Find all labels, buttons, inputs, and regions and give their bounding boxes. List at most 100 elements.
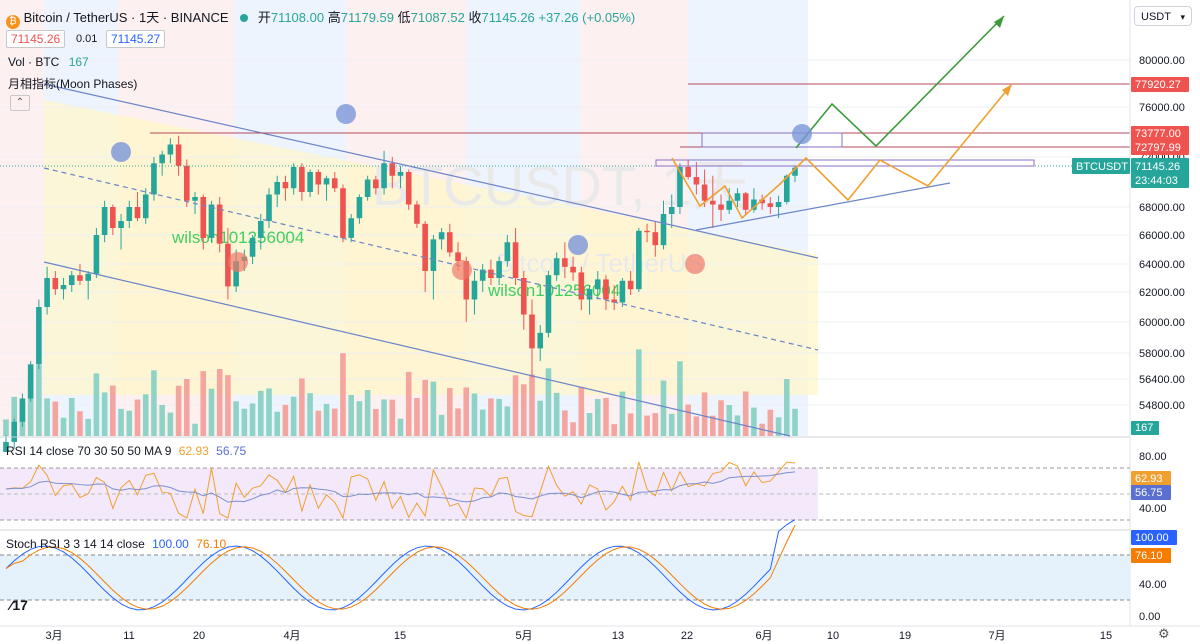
price-badge: 73777.00 [1131,126,1189,141]
buy-button[interactable]: 71145.27 [106,30,166,48]
candle-body [693,177,700,185]
rsi-value: 62.93 [178,444,209,458]
orange-projection [671,83,1013,220]
candle-body [340,188,346,238]
stoch-title: Stoch RSI 3 3 14 14 close [6,537,145,551]
time-tick-label: 15 [1100,630,1112,642]
volume-legend[interactable]: Vol · BTC 167 [8,55,89,69]
time-tick-label: 5月 [515,630,532,642]
candle-body [562,258,568,267]
moon-phase-legend[interactable]: 月相指标(Moon Phases) [8,77,138,91]
stoch-pane [0,519,1130,611]
volume-bar [331,408,338,436]
rsi-legend[interactable]: RSI 14 close 70 30 50 50 MA 9 62.93 56.7… [6,444,246,458]
price-tick-label: 76000.00 [1139,102,1185,114]
currency-select[interactable]: USDT ▾ [1134,6,1192,26]
candle-body [282,182,289,189]
badge-text: 100.00 [1135,532,1169,544]
volume-bar [299,378,305,436]
volume-bar [677,361,683,436]
candle-body [652,232,659,246]
rsi-ma-value: 56.75 [216,444,247,458]
price-tick-label: 62000.00 [1139,287,1185,299]
channel-upper [43,83,819,259]
volume-bar [373,409,379,436]
candle-body [701,184,708,201]
volume-bar [710,415,716,436]
stoch-legend[interactable]: Stoch RSI 3 3 14 14 close 100.00 76.10 [6,537,226,551]
volume-bar [578,386,585,436]
open-value: 71108.00 [270,10,325,25]
price-tick-label: 54800.00 [1139,400,1185,412]
volume-bar [233,401,239,436]
candle-body [381,163,387,189]
candle-body [93,235,100,274]
candle-body [718,204,724,210]
volume-bar [323,403,330,436]
open-label: 开 [257,10,271,25]
candle-body [742,193,749,210]
zone-lower [655,159,1035,167]
badge-bg [1131,158,1189,174]
volume-bar [414,398,420,436]
volume-bar [389,399,396,436]
price-tick-label: 66000.00 [1139,230,1185,242]
moon-phases [111,104,812,280]
rsi-pane [0,461,1130,521]
price-badge: 71145.26 [1131,158,1189,174]
volume-bar [397,418,404,436]
sell-button[interactable]: 71145.26 [6,30,66,48]
tradingview-logo-icon: ⁄17 [10,597,28,613]
candle-body [299,167,305,192]
volume-bar [68,398,75,436]
volume-bar [520,384,527,436]
time-axis[interactable]: 3月 11 20 4月 15 5月 13 22 6月 10 19 7月 15 [45,630,1112,642]
badge-bg [1131,77,1189,92]
symbol-header[interactable]: ₿ Bitcoin / TetherUS · 1天 · BINANCE 开711… [6,7,635,29]
price-badge: BTCUSDT [1072,158,1130,174]
volume-bar [249,403,256,436]
candle-body [438,232,445,240]
candle-body [3,441,9,452]
candle-body [430,239,437,271]
volume-bar [479,409,486,436]
candle-body [594,279,601,290]
volume-bar [175,385,182,436]
candle-body [520,278,527,315]
volume-bar [636,349,642,436]
gear-icon[interactable]: ⚙ [1158,626,1170,641]
badge-text: 167 [1135,422,1153,434]
volume-bar [488,398,494,436]
candle-body [586,289,593,300]
badge-text: 72797.99 [1135,142,1181,154]
collapse-legend-icon[interactable]: ⌃ [10,95,30,111]
candle-body [192,197,198,201]
candle-body [249,237,256,257]
volume-bar [184,379,190,436]
candle-body [68,275,75,285]
volume-bar [192,423,198,436]
candle-body [323,178,330,185]
channel [43,83,951,437]
candle-body [315,172,322,185]
candle-body [660,214,667,246]
volume-bar [257,390,264,436]
volume-bar [471,393,478,436]
badge-bg [1131,173,1189,188]
volume-bar [266,388,272,436]
volume-bar [134,399,141,436]
badge-bg [1131,530,1177,545]
candle-body [60,285,67,290]
badge-text: 76.10 [1135,550,1163,562]
price-badge: 62.93 [1131,471,1171,486]
candle-body [364,179,371,197]
volume-bar [775,417,782,436]
candle-body [126,207,133,221]
candle-body [677,167,683,207]
rsi-title: RSI 14 close 70 30 50 50 MA 9 [6,444,172,458]
candle-body [504,242,511,262]
volume-bar [381,399,387,436]
volume-bar [742,391,749,436]
time-tick-label: 7月 [988,630,1005,642]
